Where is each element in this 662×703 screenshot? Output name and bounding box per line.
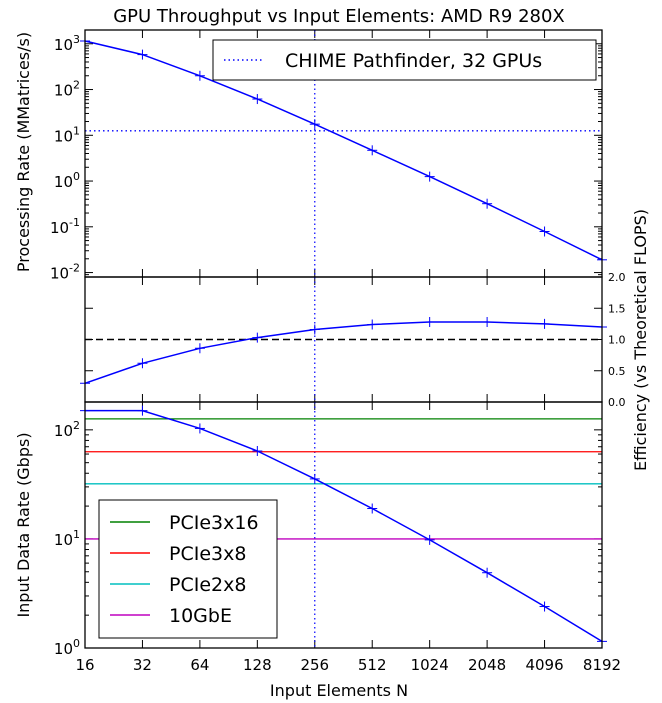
- y-tick-label: 102: [54, 79, 80, 100]
- y-tick-label: 10-2: [50, 262, 80, 283]
- series-line: [84, 40, 603, 261]
- data-point: [424, 171, 435, 182]
- y-axis-label-efficiency: Efficiency (vs Theoretical FLOPS): [631, 209, 650, 471]
- data-point: [367, 319, 378, 330]
- y-axis-label-input-rate: Input Data Rate (Gbps): [14, 432, 33, 617]
- data-point: [367, 145, 378, 156]
- data-point: [252, 332, 263, 343]
- y-axis-label-processing: Processing Rate (MMatrices/s): [14, 32, 33, 272]
- x-tick-label: 8192: [583, 656, 621, 674]
- x-tick-label: 32: [133, 656, 152, 674]
- y-tick-label: 102: [54, 419, 80, 440]
- data-point: [194, 423, 205, 434]
- data-point: [309, 324, 320, 335]
- y-tick-label: 0.5: [608, 365, 626, 378]
- y-tick-label: 103: [54, 33, 80, 54]
- panel-frame: [84, 401, 603, 649]
- x-axis-label: Input Elements N: [270, 681, 408, 700]
- x-tick-label: 16: [75, 656, 94, 674]
- data-point: [309, 473, 320, 484]
- data-point: [482, 317, 493, 327]
- data-point: [539, 226, 550, 237]
- y-tick-label: 0.0: [608, 396, 626, 409]
- data-point: [252, 445, 263, 456]
- data-point: [539, 318, 550, 329]
- x-tick-label: 256: [300, 656, 329, 674]
- legend-label: PCIe2x8: [169, 574, 246, 596]
- legend-label: CHIME Pathfinder, 32 GPUs: [285, 50, 542, 72]
- data-point: [137, 358, 148, 369]
- series-line: [85, 409, 603, 643]
- x-tick-label: 128: [243, 656, 272, 674]
- data-point: [367, 503, 378, 514]
- y-tick-label: 101: [54, 124, 80, 145]
- y-tick-label: 10-1: [50, 216, 80, 237]
- data-point: [482, 567, 493, 578]
- y-tick-label: 101: [54, 528, 80, 549]
- x-tick-label: 64: [190, 656, 209, 674]
- data-point: [309, 119, 320, 130]
- y-tick-label: 100: [54, 637, 80, 658]
- legend-label: PCIe3x16: [169, 512, 259, 534]
- y-tick-label: 2.0: [608, 271, 626, 284]
- y-tick-label: 1.5: [608, 302, 626, 315]
- legend-bandwidth: PCIe3x16 PCIe3x8 PCIe2x8 10GbE: [98, 499, 278, 639]
- x-tick-label: 4096: [525, 656, 563, 674]
- data-point: [194, 70, 205, 81]
- x-tick-label: 512: [358, 656, 387, 674]
- legend-label: 10GbE: [169, 605, 232, 627]
- y-tick-label: 100: [54, 170, 80, 191]
- legend-processing: CHIME Pathfinder, 32 GPUs: [212, 39, 597, 81]
- data-point: [194, 343, 205, 354]
- data-point: [482, 198, 493, 209]
- y-tick-label: 1.0: [608, 334, 626, 347]
- legend-label: PCIe3x8: [169, 543, 246, 565]
- series-line: [84, 321, 603, 385]
- plot-area: 103 102 101 100 10-1 10-2 CHIME Pathfinder, 32…: [50, 29, 626, 674]
- data-point: [137, 49, 148, 60]
- data-point: [424, 317, 435, 327]
- x-tick-label: 2048: [468, 656, 506, 674]
- legend-frame: [212, 39, 597, 81]
- data-point: [539, 601, 550, 612]
- chart-title: GPU Throughput vs Input Elements: AMD R9…: [113, 6, 565, 27]
- data-point: [424, 534, 435, 545]
- data-point: [252, 94, 263, 105]
- data-point: [137, 405, 148, 416]
- x-tick-label: 1024: [411, 656, 449, 674]
